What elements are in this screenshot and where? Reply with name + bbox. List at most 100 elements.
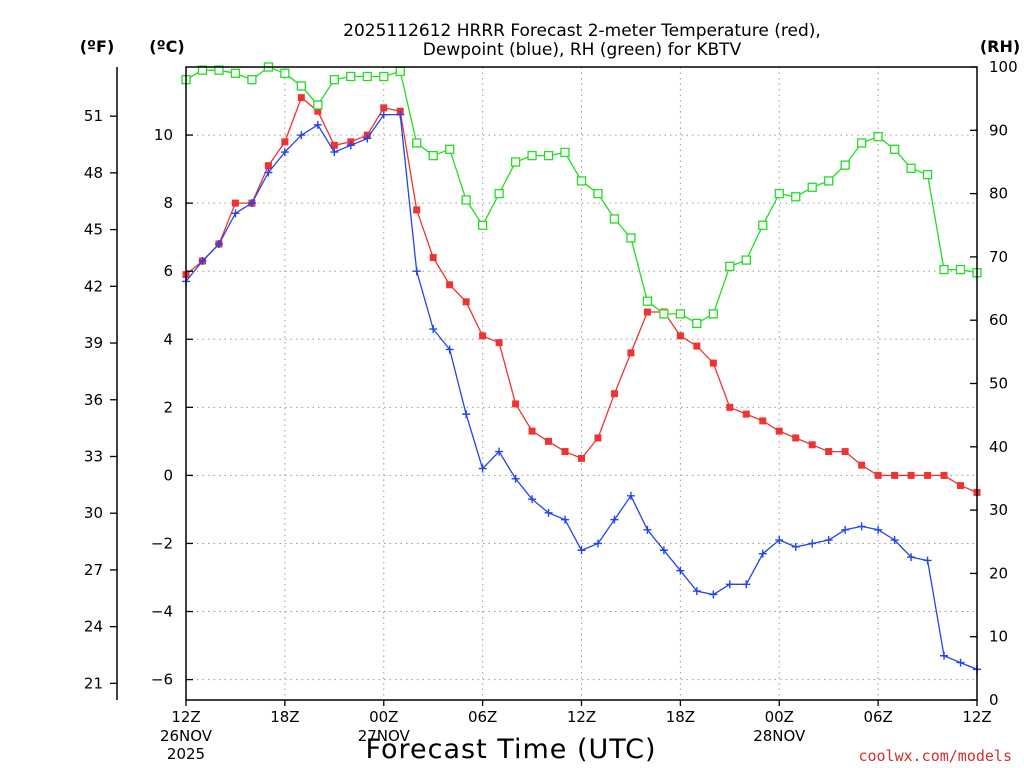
x-axis-title: Forecast Time (UTC) bbox=[365, 734, 656, 765]
gridlines bbox=[186, 67, 977, 700]
fahrenheit-tick-label: 33 bbox=[84, 447, 103, 465]
fahrenheit-tick-label: 48 bbox=[84, 164, 103, 182]
rh-point bbox=[527, 150, 537, 161]
fahrenheit-tick-label: 45 bbox=[84, 221, 103, 239]
temperature-point bbox=[742, 410, 750, 418]
rh-point bbox=[329, 75, 339, 85]
dewpoint-point bbox=[280, 148, 289, 157]
temperature-point bbox=[709, 359, 717, 367]
rh-tick-label: 20 bbox=[989, 564, 1008, 582]
dewpoint-point bbox=[264, 168, 273, 177]
temperature-point bbox=[545, 437, 553, 445]
credit-text: coolwx.com/models bbox=[858, 747, 1012, 765]
temperature-point bbox=[380, 104, 388, 112]
dewpoint-point bbox=[676, 566, 685, 575]
dewpoint-point bbox=[824, 536, 833, 545]
x-tick-label: 12Z bbox=[567, 708, 596, 726]
rh-point bbox=[296, 81, 307, 91]
date-label: 27NOV bbox=[358, 727, 411, 745]
temperature-point bbox=[924, 471, 932, 479]
rh-point bbox=[758, 220, 768, 230]
dewpoint-point bbox=[544, 508, 553, 517]
temperature-point bbox=[759, 417, 767, 425]
dewpoint-point bbox=[610, 515, 619, 524]
dewpoint-point bbox=[214, 239, 223, 248]
dewpoint-point bbox=[758, 549, 767, 558]
rh-point bbox=[477, 220, 488, 230]
dewpoint-point bbox=[462, 410, 471, 419]
rh-point bbox=[955, 264, 966, 275]
dewpoint-point bbox=[379, 110, 388, 119]
dewpoint-point bbox=[247, 199, 256, 208]
temperature-point bbox=[693, 342, 701, 350]
x-tick-label: 06Z bbox=[863, 708, 892, 726]
dewpoint-point bbox=[890, 536, 899, 545]
temperature-point bbox=[610, 390, 618, 398]
rh-point bbox=[692, 318, 702, 329]
rh-tick-label: 90 bbox=[989, 121, 1008, 139]
celsius-tick-label: −6 bbox=[151, 671, 173, 689]
rh-point bbox=[362, 71, 372, 82]
dewpoint-point bbox=[659, 546, 668, 555]
dewpoint-point bbox=[940, 651, 949, 660]
date-label: 2025 bbox=[167, 745, 205, 763]
fahrenheit-tick-label: 42 bbox=[84, 277, 103, 295]
fahrenheit-tick-label: 27 bbox=[84, 561, 103, 579]
dewpoint-point bbox=[742, 580, 751, 589]
rh-point bbox=[922, 169, 933, 180]
temperature-point bbox=[775, 427, 783, 435]
temperature-point bbox=[808, 441, 816, 449]
celsius-tick-label: −2 bbox=[151, 534, 173, 552]
dewpoint-point bbox=[495, 447, 504, 456]
rh-point bbox=[708, 309, 718, 319]
temperature-point bbox=[495, 339, 503, 347]
dewpoint-point bbox=[313, 120, 322, 129]
tick-labels: 12Z 18Z 00Z 06Z 12Z 18Z 00Z 06Z 12Z26NOV202527NO… bbox=[84, 58, 1018, 763]
celsius-tick-label: 2 bbox=[163, 398, 173, 416]
temperature-point bbox=[825, 448, 833, 456]
rh-point bbox=[461, 195, 471, 205]
temperature-point bbox=[907, 471, 915, 479]
rh-point bbox=[494, 188, 504, 199]
rh-point bbox=[675, 309, 686, 319]
rh-point bbox=[395, 66, 405, 77]
temperature-point bbox=[413, 206, 421, 214]
dewpoint-point bbox=[874, 525, 883, 534]
celsius-tick-label: 0 bbox=[163, 466, 173, 484]
dewpoint-point bbox=[429, 325, 438, 334]
dewpoint-point bbox=[528, 495, 537, 504]
x-tick-label: 12Z bbox=[962, 708, 991, 726]
temperature-point bbox=[462, 298, 470, 306]
temperature-point bbox=[940, 471, 948, 479]
dewpoint-point bbox=[478, 464, 487, 473]
temperature-point bbox=[726, 403, 734, 411]
x-tick-label: 00Z bbox=[369, 708, 398, 726]
rh-point bbox=[741, 255, 751, 265]
celsius-tick-label: 10 bbox=[154, 126, 173, 144]
dewpoint-point bbox=[198, 256, 207, 265]
rh-point bbox=[412, 138, 422, 148]
rh-point bbox=[609, 214, 620, 224]
rh-point bbox=[313, 100, 323, 110]
dewpoint-point bbox=[561, 515, 570, 524]
rh-tick-label: 60 bbox=[989, 311, 1008, 329]
dewpoint-point bbox=[956, 658, 965, 667]
temperature-point bbox=[676, 332, 684, 340]
rh-point bbox=[642, 296, 653, 306]
temperature-point bbox=[314, 107, 322, 115]
temperature-point bbox=[957, 482, 965, 490]
rh-point bbox=[791, 192, 801, 202]
rh-tick-label: 30 bbox=[989, 501, 1008, 519]
dewpoint-point bbox=[692, 587, 701, 596]
dewpoint-point bbox=[841, 525, 850, 534]
rh-point bbox=[576, 176, 587, 186]
dewpoint-point bbox=[725, 580, 734, 589]
x-tick-label: 00Z bbox=[765, 708, 794, 726]
rh-point bbox=[214, 65, 224, 75]
dewpoint-point bbox=[857, 522, 866, 531]
x-tick-label: 18Z bbox=[666, 708, 695, 726]
dewpoint-point bbox=[643, 525, 652, 534]
dewpoint-point bbox=[297, 131, 306, 140]
temperature-point bbox=[512, 400, 520, 408]
rh-tick-label: 50 bbox=[989, 375, 1008, 393]
